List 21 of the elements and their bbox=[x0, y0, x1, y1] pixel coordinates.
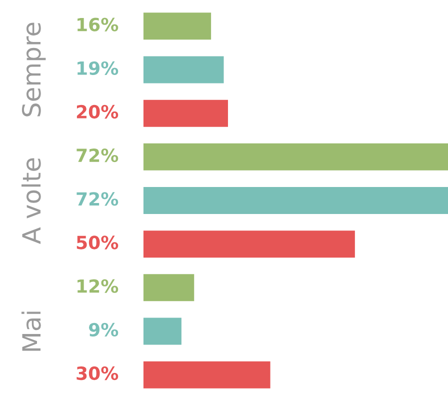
bar bbox=[143, 100, 228, 127]
data-label: 12% bbox=[78, 279, 118, 293]
data-label: 19% bbox=[78, 61, 118, 75]
data-label: 72% bbox=[76, 192, 118, 206]
bar bbox=[143, 274, 194, 302]
bar bbox=[143, 186, 448, 214]
bar bbox=[143, 230, 355, 258]
data-label: 9% bbox=[89, 322, 118, 336]
bar bbox=[143, 12, 212, 40]
y-tick-label: Mai bbox=[22, 312, 41, 351]
data-label: 72% bbox=[76, 148, 118, 162]
y-tick-label: A volte bbox=[22, 158, 41, 244]
bar bbox=[143, 318, 182, 345]
bar bbox=[143, 143, 448, 170]
data-label: 50% bbox=[76, 236, 118, 250]
bar bbox=[143, 361, 270, 388]
data-label: 16% bbox=[78, 18, 118, 32]
y-tick-label: Sempre bbox=[22, 22, 46, 116]
data-label: 20% bbox=[76, 104, 118, 119]
bar bbox=[143, 56, 224, 84]
data-label: 30% bbox=[76, 366, 118, 380]
